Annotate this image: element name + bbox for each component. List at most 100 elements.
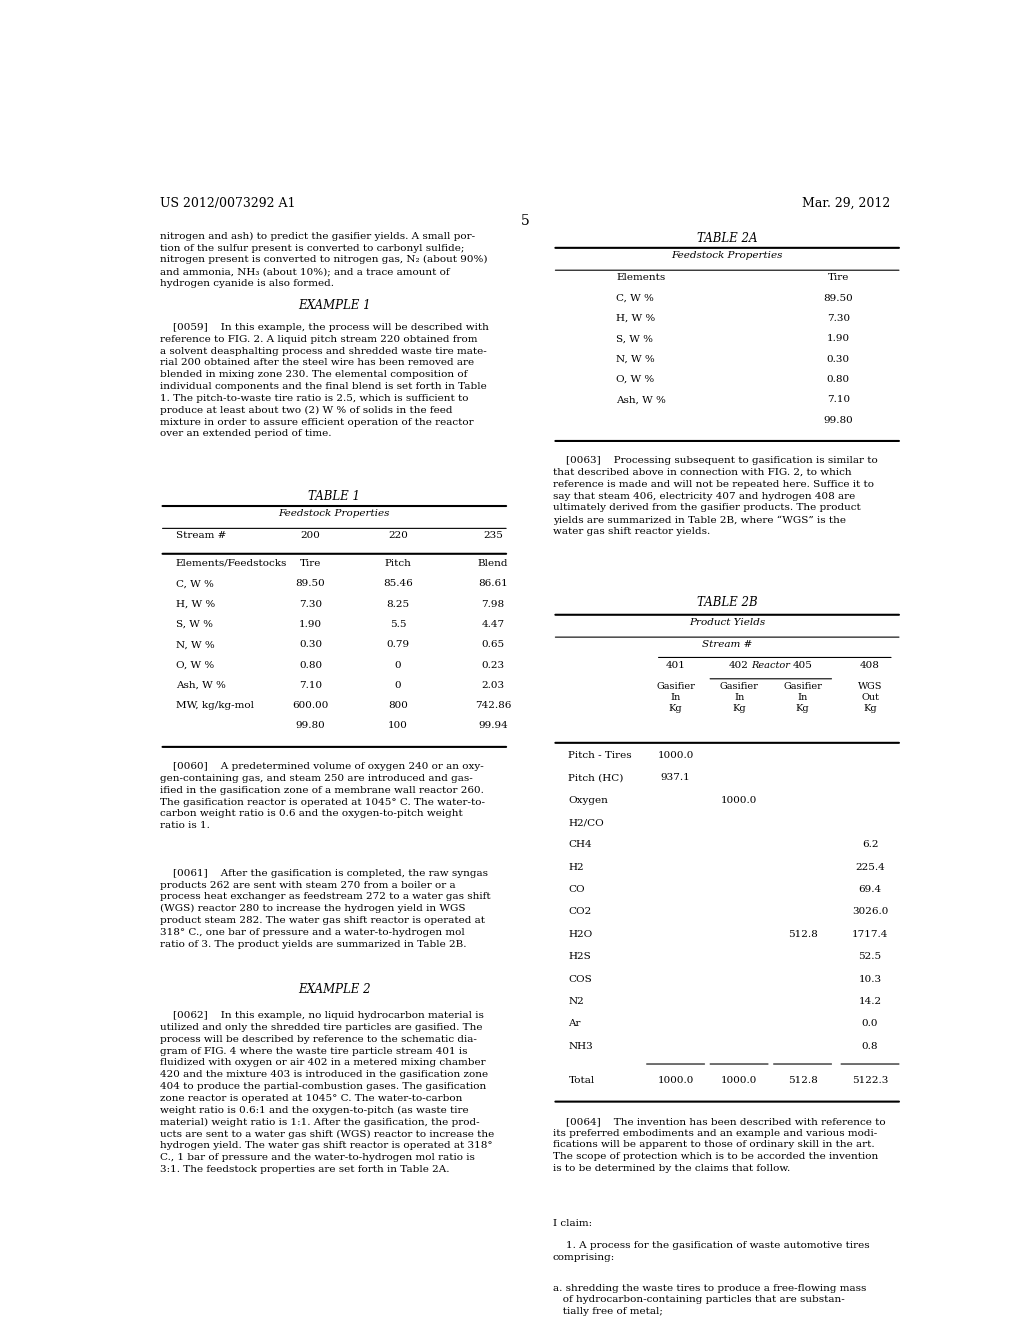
Text: Tire: Tire [827,273,849,282]
Text: H2/CO: H2/CO [568,818,604,828]
Text: Feedstock Properties: Feedstock Properties [279,510,390,517]
Text: [0064]    The invention has been described with reference to
its preferred embod: [0064] The invention has been described … [553,1117,885,1173]
Text: Ar: Ar [568,1019,581,1028]
Text: 1. A process for the gasification of waste automotive tires
comprising:: 1. A process for the gasification of was… [553,1241,869,1262]
Text: S, W %: S, W % [176,620,213,628]
Text: 0.80: 0.80 [299,660,323,669]
Text: H2S: H2S [568,952,591,961]
Text: I claim:: I claim: [553,1218,592,1228]
Text: 0.30: 0.30 [299,640,323,649]
Text: 1000.0: 1000.0 [657,1076,694,1085]
Text: nitrogen and ash) to predict the gasifier yields. A small por-
tion of the sulfu: nitrogen and ash) to predict the gasifie… [160,231,487,288]
Text: 89.50: 89.50 [296,579,326,589]
Text: H, W %: H, W % [616,314,655,323]
Text: 89.50: 89.50 [823,293,853,302]
Text: CO2: CO2 [568,907,592,916]
Text: 200: 200 [301,532,321,540]
Text: 5122.3: 5122.3 [852,1076,888,1085]
Text: COS: COS [568,974,592,983]
Text: 7.30: 7.30 [826,314,850,323]
Text: TABLE 1: TABLE 1 [308,490,360,503]
Text: Pitch: Pitch [384,558,412,568]
Text: [0059]    In this example, the process will be described with
reference to FIG. : [0059] In this example, the process will… [160,323,488,438]
Text: [0061]    After the gasification is completed, the raw syngas
products 262 are s: [0061] After the gasification is complet… [160,869,490,949]
Text: 1717.4: 1717.4 [852,929,888,939]
Text: 7.30: 7.30 [299,599,323,609]
Text: 0.65: 0.65 [481,640,505,649]
Text: O, W %: O, W % [176,660,214,669]
Text: 1.90: 1.90 [299,620,323,628]
Text: 100: 100 [388,722,408,730]
Text: CH4: CH4 [568,841,592,849]
Text: 7.10: 7.10 [299,681,323,690]
Text: 99.80: 99.80 [296,722,326,730]
Text: 99.80: 99.80 [823,416,853,425]
Text: H2O: H2O [568,929,593,939]
Text: 401: 401 [666,660,685,669]
Text: Stream #: Stream # [702,640,753,649]
Text: 0.30: 0.30 [826,355,850,363]
Text: 5.5: 5.5 [389,620,407,628]
Text: 225.4: 225.4 [855,863,885,871]
Text: Reactor: Reactor [752,660,791,669]
Text: 742.86: 742.86 [475,701,511,710]
Text: [0062]    In this example, no liquid hydrocarbon material is
utilized and only t: [0062] In this example, no liquid hydroc… [160,1011,494,1173]
Text: 937.1: 937.1 [660,774,690,783]
Text: Blend: Blend [478,558,508,568]
Text: 0.23: 0.23 [481,660,505,669]
Text: 220: 220 [388,532,408,540]
Text: Oxygen: Oxygen [568,796,608,805]
Text: Gasifier
In
Kg: Gasifier In Kg [720,682,759,713]
Text: 405: 405 [793,660,812,669]
Text: 6.2: 6.2 [862,841,879,849]
Text: 0: 0 [394,681,401,690]
Text: NH3: NH3 [568,1041,593,1051]
Text: O, W %: O, W % [616,375,654,384]
Text: S, W %: S, W % [616,334,653,343]
Text: 14.2: 14.2 [858,997,882,1006]
Text: Product Yields: Product Yields [689,618,765,627]
Text: 69.4: 69.4 [858,886,882,894]
Text: 5: 5 [520,214,529,228]
Text: 1000.0: 1000.0 [721,796,758,805]
Text: 512.8: 512.8 [787,1076,817,1085]
Text: 3026.0: 3026.0 [852,907,888,916]
Text: 7.10: 7.10 [826,395,850,404]
Text: H, W %: H, W % [176,599,215,609]
Text: 0.0: 0.0 [862,1019,879,1028]
Text: N2: N2 [568,997,585,1006]
Text: EXAMPLE 2: EXAMPLE 2 [298,982,371,995]
Text: 86.61: 86.61 [478,579,508,589]
Text: EXAMPLE 1: EXAMPLE 1 [298,298,371,312]
Text: Gasifier
In
Kg: Gasifier In Kg [783,682,822,713]
Text: 0.80: 0.80 [826,375,850,384]
Text: TABLE 2B: TABLE 2B [697,597,758,610]
Text: WGS
Out
Kg: WGS Out Kg [858,682,883,713]
Text: 99.94: 99.94 [478,722,508,730]
Text: a. shredding the waste tires to produce a free-flowing mass
   of hydrocarbon-co: a. shredding the waste tires to produce … [553,1283,866,1316]
Text: Pitch (HC): Pitch (HC) [568,774,624,783]
Text: 512.8: 512.8 [787,929,817,939]
Text: [0063]    Processing subsequent to gasification is similar to
that described abo: [0063] Processing subsequent to gasifica… [553,457,878,536]
Text: H2: H2 [568,863,584,871]
Text: [0060]    A predetermined volume of oxygen 240 or an oxy-
gen-containing gas, an: [0060] A predetermined volume of oxygen … [160,762,484,830]
Text: US 2012/0073292 A1: US 2012/0073292 A1 [160,197,295,210]
Text: 600.00: 600.00 [292,701,329,710]
Text: Pitch - Tires: Pitch - Tires [568,751,632,760]
Text: CO: CO [568,886,585,894]
Text: N, W %: N, W % [176,640,214,649]
Text: Gasifier
In
Kg: Gasifier In Kg [656,682,695,713]
Text: 4.47: 4.47 [481,620,505,628]
Text: 8.25: 8.25 [386,599,410,609]
Text: 2.03: 2.03 [481,681,505,690]
Text: 402: 402 [729,660,749,669]
Text: TABLE 2A: TABLE 2A [697,231,758,244]
Text: Stream #: Stream # [176,532,226,540]
Text: MW, kg/kg-mol: MW, kg/kg-mol [176,701,254,710]
Text: 10.3: 10.3 [858,974,882,983]
Text: 1.90: 1.90 [826,334,850,343]
Text: Tire: Tire [300,558,322,568]
Text: 800: 800 [388,701,408,710]
Text: 235: 235 [483,532,503,540]
Text: Feedstock Properties: Feedstock Properties [672,251,783,260]
